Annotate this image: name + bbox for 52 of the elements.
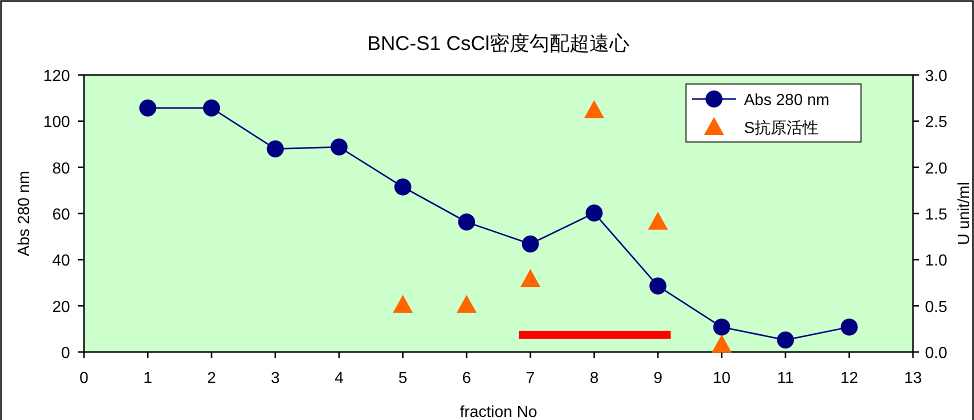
x-tick-label: 10 [712,370,731,387]
x-tick-label: 13 [904,370,922,387]
point [648,212,668,230]
x-tick-label: 12 [840,370,858,387]
x-tick-label: 3 [270,370,280,387]
point [713,318,730,336]
x-tick-label: 5 [398,370,408,387]
y-tick-label: 40 [52,252,70,270]
point [712,334,732,353]
point [520,269,540,288]
y-tick-label: 120 [43,68,70,85]
x-tick-label: 11 [777,370,794,387]
point [203,100,220,117]
x-tick-label: 8 [590,370,599,387]
x-tick-label: 6 [462,370,472,387]
point [776,331,794,348]
y2-tick-label: 3.0 [925,68,948,85]
x-axis-title: fraction No [460,404,538,420]
y2-tick-label: 0.0 [925,345,948,362]
point [330,138,348,156]
y-tick-label: 100 [43,114,70,132]
y2-tick-label: 2.0 [925,160,948,178]
x-tick-label: 9 [653,370,662,387]
legend-label: S抗原活性 [744,119,819,137]
x-tick-label: 7 [526,370,535,387]
legend-label: Abs 280 nm [744,92,830,109]
y-tick-label: 80 [52,160,70,178]
y-tick-label: 60 [52,206,70,224]
point [139,100,156,117]
x-tick-label: 2 [207,370,216,387]
x-tick-label: 1 [143,370,152,387]
y2-tick-label: 2.5 [925,114,948,132]
chart-title: BNC-S1 CsCl密度勾配超遠心 [367,33,630,55]
point [394,178,412,196]
point [392,294,413,313]
y2-tick-label: 1.5 [925,206,948,224]
point [649,277,666,294]
y2-tick-label: 1.0 [925,252,948,270]
point [586,204,603,222]
y2-tick-label: 0.5 [925,298,948,316]
point [840,318,858,336]
y-tick-label: 20 [52,298,70,316]
point [522,235,539,252]
point [584,100,604,118]
point [266,140,284,158]
point [456,294,477,313]
point [458,214,476,231]
y2-axis-title: U unit/ml [956,182,973,246]
x-tick-label: 0 [80,370,89,387]
y-tick-label: 0 [61,345,70,362]
y-axis-title: Abs 280 nm [16,170,33,256]
x-tick-label: 4 [334,370,344,387]
